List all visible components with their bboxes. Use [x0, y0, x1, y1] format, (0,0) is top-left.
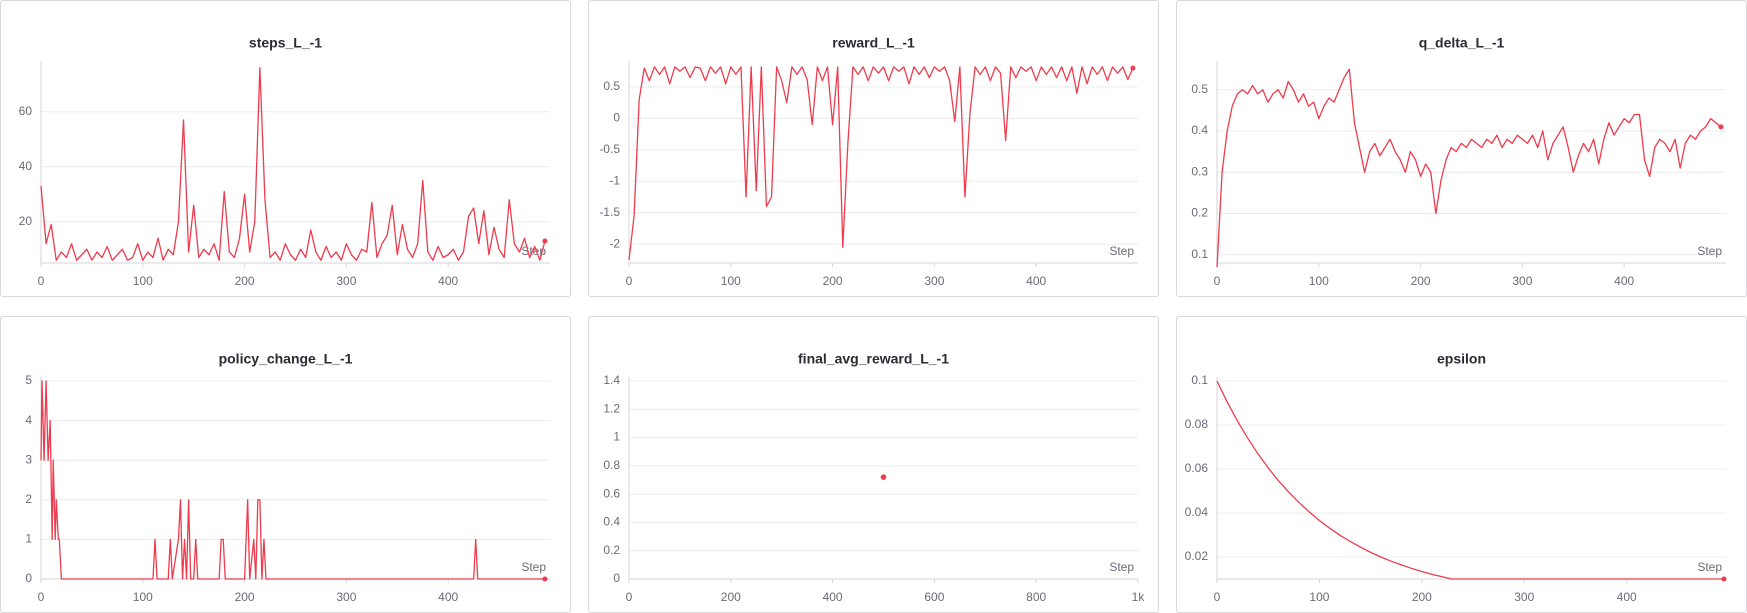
- y-tick-label: -0.5: [599, 142, 620, 156]
- y-tick-label: 1: [25, 532, 32, 546]
- chart-panel: epsilon 0.02 0.04 0.06 0.08 0.1 0 100 200 300 400 S…: [1176, 316, 1747, 613]
- y-tick-label: 0.5: [603, 79, 620, 93]
- y-tick-label: 1: [613, 430, 620, 444]
- x-tick-label: 200: [1412, 590, 1432, 604]
- y-tick-label: 0: [613, 571, 620, 585]
- y-tick-label: 0.02: [1185, 549, 1209, 563]
- chart-title: final_avg_reward_L_-1: [798, 351, 949, 367]
- x-tick-label: 100: [1309, 274, 1329, 288]
- y-tick-label: 20: [19, 214, 33, 228]
- y-tick-label: 0.4: [603, 515, 620, 529]
- x-tick-label: 200: [235, 274, 255, 288]
- y-tick-label: 40: [19, 159, 33, 173]
- line: [1216, 380, 1724, 580]
- x-tick-label: 100: [133, 274, 153, 288]
- x-tick-label: 100: [133, 590, 153, 604]
- x-tick-label: 400: [1617, 590, 1637, 604]
- y-tick-label: 0.06: [1185, 461, 1209, 475]
- y-tick-label: 4: [25, 413, 32, 427]
- x-tick-label: 0: [626, 590, 633, 604]
- chart: policy_change_L_-1 0 1 2 3 4 5 0 100 200 300 400 Ste…: [25, 351, 550, 604]
- y-tick-label: 0.1: [1191, 373, 1208, 387]
- chart: reward_L_-1 0.5 0 -0.5 -1 -1.5 -2 0 100 200 300 400…: [599, 35, 1138, 288]
- y-tick-label: 0.2: [1191, 206, 1208, 220]
- x-tick-label: 400: [1614, 274, 1634, 288]
- x-tick-label: 300: [924, 274, 944, 288]
- x-tick-label: 400: [823, 590, 843, 604]
- x-tick-label: 0: [1214, 274, 1221, 288]
- y-tick-label: -1.5: [599, 205, 620, 219]
- y-tick-label: -1: [609, 173, 620, 187]
- x-tick-label: 300: [1514, 590, 1534, 604]
- x-tick-label: 0: [1214, 590, 1221, 604]
- chart-title: reward_L_-1: [832, 35, 915, 51]
- x-tick-label: 200: [235, 590, 255, 604]
- x-tick-label: 800: [1026, 590, 1046, 604]
- chart: q_delta_L_-1 0.1 0.2 0.3 0.4 0.5 0 100 200 300 400…: [1191, 35, 1726, 288]
- chart-panel: q_delta_L_-1 0.1 0.2 0.3 0.4 0.5 0 100 200 300 400…: [1176, 0, 1747, 297]
- y-tick-label: 0.4: [1191, 123, 1208, 137]
- chart: epsilon 0.02 0.04 0.06 0.08 0.1 0 100 200 300 400 S…: [1185, 351, 1727, 604]
- point: [880, 474, 887, 480]
- chart: final_avg_reward_L_-1 0 0.2 0.4 0.6 0.8 1 1.2 1.…: [603, 351, 1146, 604]
- x-tick-label: 0: [38, 274, 45, 288]
- x-tick-label: 400: [438, 274, 458, 288]
- chart-panel: steps_L_-1 20 40 60 0 100 200 300 400 Step: [0, 0, 571, 297]
- chart-title: q_delta_L_-1: [1419, 35, 1505, 51]
- x-axis-label: Step: [1109, 244, 1134, 258]
- x-tick-label: 200: [721, 590, 741, 604]
- x-tick-label: 100: [721, 274, 741, 288]
- x-tick-label: 300: [336, 590, 356, 604]
- line: [40, 67, 546, 261]
- x-tick-label: 100: [1309, 590, 1329, 604]
- y-tick-label: 0.8: [603, 458, 620, 472]
- y-tick-label: 0: [613, 111, 620, 125]
- y-tick-label: 2: [25, 492, 32, 506]
- x-tick-label: 400: [1026, 274, 1046, 288]
- chart-panel: final_avg_reward_L_-1 0 0.2 0.4 0.6 0.8 1 1.2 1.…: [588, 316, 1159, 613]
- x-tick-label: 1k: [1132, 590, 1146, 604]
- x-tick-label: 600: [924, 590, 944, 604]
- x-axis-label: Step: [1109, 560, 1134, 574]
- end-point: [1718, 124, 1724, 130]
- x-tick-label: 0: [626, 274, 633, 288]
- y-tick-label: -2: [609, 236, 620, 250]
- chart-panel: policy_change_L_-1 0 1 2 3 4 5 0 100 200 300 400 Ste…: [0, 316, 571, 613]
- x-axis-label: Step: [521, 560, 546, 574]
- y-tick-label: 0: [25, 571, 32, 585]
- y-tick-label: 0.5: [1191, 82, 1208, 96]
- y-tick-label: 0.3: [1191, 164, 1208, 178]
- y-tick-label: 0.04: [1185, 505, 1209, 519]
- chart-title: policy_change_L_-1: [219, 351, 353, 367]
- x-tick-label: 200: [1411, 274, 1431, 288]
- chart-panel: reward_L_-1 0.5 0 -0.5 -1 -1.5 -2 0 100 200 300 400…: [588, 0, 1159, 297]
- y-tick-label: 0.2: [603, 543, 620, 557]
- line: [1216, 68, 1722, 268]
- x-tick-label: 300: [1512, 274, 1532, 288]
- y-tick-label: 0.6: [603, 486, 620, 500]
- x-tick-label: 200: [823, 274, 843, 288]
- y-tick-label: 1.2: [603, 401, 620, 415]
- y-tick-label: 60: [19, 104, 33, 118]
- line: [628, 66, 1134, 260]
- y-tick-label: 3: [25, 452, 32, 466]
- y-tick-label: 1.4: [603, 373, 620, 387]
- y-tick-label: 0.1: [1191, 247, 1208, 261]
- chart-title: steps_L_-1: [249, 35, 322, 51]
- chart-title: epsilon: [1437, 351, 1486, 367]
- y-tick-label: 0.08: [1185, 417, 1209, 431]
- x-axis-label: Step: [1697, 560, 1722, 574]
- end-point: [542, 238, 548, 244]
- end-point: [542, 576, 548, 582]
- y-tick-label: 5: [25, 373, 32, 387]
- x-tick-label: 0: [38, 590, 45, 604]
- end-point: [1721, 576, 1727, 582]
- x-axis-label: Step: [1697, 244, 1722, 258]
- x-tick-label: 300: [336, 274, 356, 288]
- line: [40, 380, 545, 580]
- end-point: [1130, 65, 1136, 71]
- x-tick-label: 400: [438, 590, 458, 604]
